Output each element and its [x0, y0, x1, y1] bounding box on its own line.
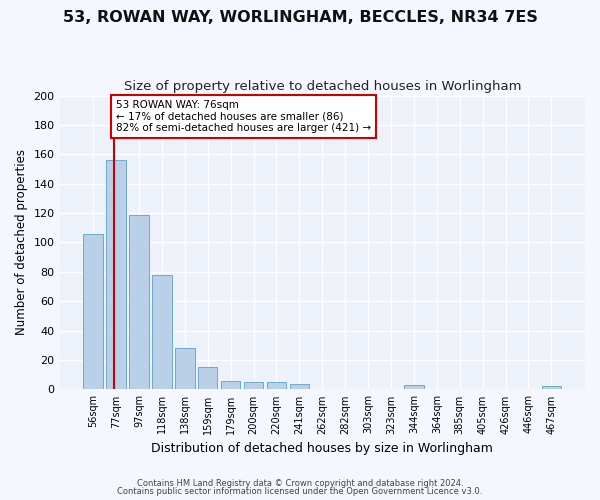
Bar	[152, 275, 172, 390]
Bar	[175, 348, 194, 390]
Bar	[106, 160, 126, 390]
Bar	[244, 382, 263, 390]
Text: 53, ROWAN WAY, WORLINGHAM, BECCLES, NR34 7ES: 53, ROWAN WAY, WORLINGHAM, BECCLES, NR34…	[62, 10, 538, 25]
Bar	[404, 385, 424, 390]
Text: Contains public sector information licensed under the Open Government Licence v3: Contains public sector information licen…	[118, 487, 482, 496]
Bar	[129, 214, 149, 390]
X-axis label: Distribution of detached houses by size in Worlingham: Distribution of detached houses by size …	[151, 442, 493, 455]
Title: Size of property relative to detached houses in Worlingham: Size of property relative to detached ho…	[124, 80, 521, 93]
Bar	[290, 384, 309, 390]
Y-axis label: Number of detached properties: Number of detached properties	[15, 150, 28, 336]
Bar	[542, 386, 561, 390]
Bar	[267, 382, 286, 390]
Bar	[221, 380, 241, 390]
Text: Contains HM Land Registry data © Crown copyright and database right 2024.: Contains HM Land Registry data © Crown c…	[137, 478, 463, 488]
Text: 53 ROWAN WAY: 76sqm
← 17% of detached houses are smaller (86)
82% of semi-detach: 53 ROWAN WAY: 76sqm ← 17% of detached ho…	[116, 100, 371, 133]
Bar	[198, 368, 217, 390]
Bar	[83, 234, 103, 390]
